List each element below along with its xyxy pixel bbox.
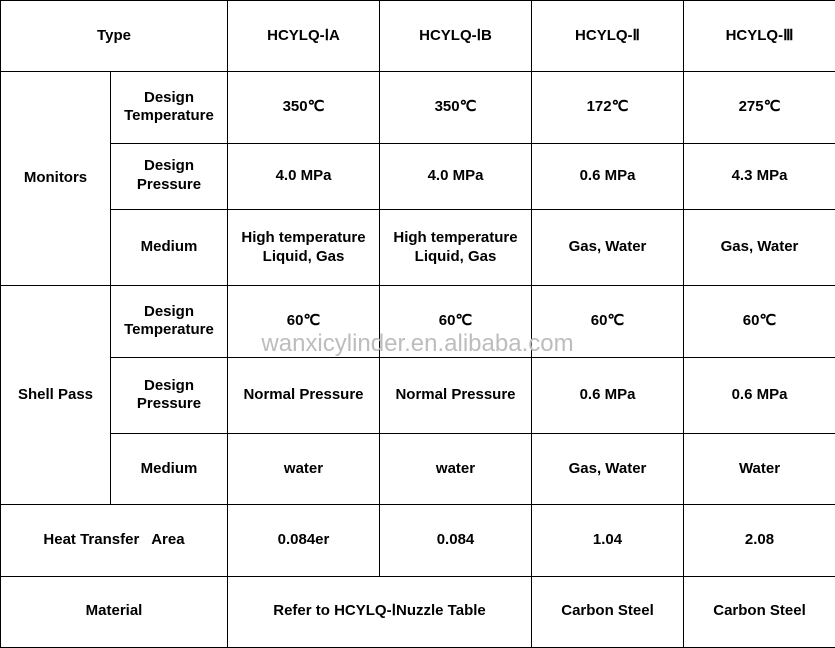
shellpass-label: Shell Pass [1, 286, 111, 505]
shellpass-row3-sub: Medium [111, 433, 228, 504]
shellpass-row3-a: water [228, 433, 380, 504]
monitors-row3-d: Gas, Water [684, 209, 835, 285]
material-label: Material [1, 576, 228, 647]
monitors-row1-b: 350℃ [380, 72, 532, 143]
header-col1: HCYLQ-ⅠA [228, 1, 380, 72]
shellpass-row2-b: Normal Pressure [380, 357, 532, 433]
spec-table: Type HCYLQ-ⅠA HCYLQ-ⅠB HCYLQ-Ⅱ HCYLQ-Ⅲ M… [0, 0, 835, 648]
monitors-row1-d: 275℃ [684, 72, 835, 143]
shellpass-row3-d: Water [684, 433, 835, 504]
monitors-row2-sub: Design Pressure [111, 143, 228, 209]
shellpass-row2-a: Normal Pressure [228, 357, 380, 433]
header-type: Type [1, 1, 228, 72]
monitors-row1-a: 350℃ [228, 72, 380, 143]
monitors-row2-b: 4.0 MPa [380, 143, 532, 209]
heat-d: 2.08 [684, 505, 835, 576]
material-ab: Refer to HCYLQ-ⅠNuzzle Table [228, 576, 532, 647]
material-c: Carbon Steel [532, 576, 684, 647]
shellpass-row1-sub: Design Temperature [111, 286, 228, 357]
heat-a: 0.084er [228, 505, 380, 576]
header-col2: HCYLQ-ⅠB [380, 1, 532, 72]
shellpass-row2-c: 0.6 MPa [532, 357, 684, 433]
monitors-row3-sub: Medium [111, 209, 228, 285]
shellpass-row3-b: water [380, 433, 532, 504]
heat-b: 0.084 [380, 505, 532, 576]
monitors-row2-d: 4.3 MPa [684, 143, 835, 209]
monitors-row1-sub: Design Temperature [111, 72, 228, 143]
shellpass-row1-a: 60℃ [228, 286, 380, 357]
shellpass-row1-d: 60℃ [684, 286, 835, 357]
monitors-label: Monitors [1, 72, 111, 286]
monitors-row3-a: High temperature Liquid, Gas [228, 209, 380, 285]
monitors-row2-c: 0.6 MPa [532, 143, 684, 209]
heat-c: 1.04 [532, 505, 684, 576]
shellpass-row1-b: 60℃ [380, 286, 532, 357]
shellpass-row3-c: Gas, Water [532, 433, 684, 504]
monitors-row2-a: 4.0 MPa [228, 143, 380, 209]
monitors-row3-c: Gas, Water [532, 209, 684, 285]
header-col4: HCYLQ-Ⅲ [684, 1, 835, 72]
shellpass-row1-c: 60℃ [532, 286, 684, 357]
material-d: Carbon Steel [684, 576, 835, 647]
monitors-row3-b: High temperature Liquid, Gas [380, 209, 532, 285]
header-col3: HCYLQ-Ⅱ [532, 1, 684, 72]
shellpass-row2-sub: Design Pressure [111, 357, 228, 433]
heat-label: Heat Transfer Area [1, 505, 228, 576]
shellpass-row2-d: 0.6 MPa [684, 357, 835, 433]
monitors-row1-c: 172℃ [532, 72, 684, 143]
